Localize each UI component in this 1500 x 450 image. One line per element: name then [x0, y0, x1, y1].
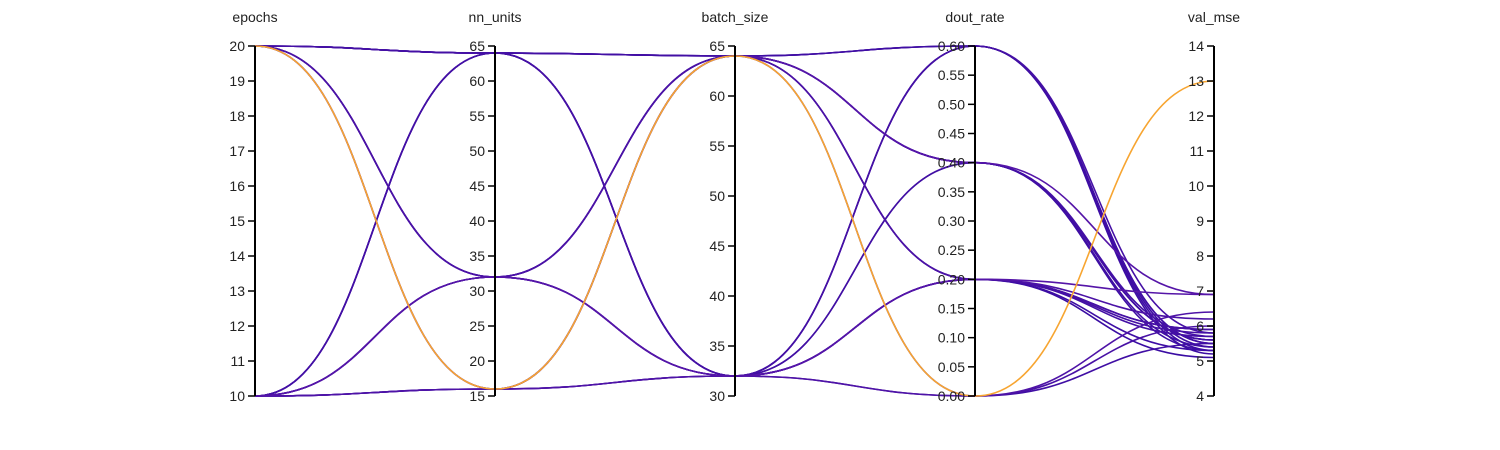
tick-label: 11 [230, 353, 245, 369]
axis-epochs: epochs 10 11 12 13 14 15 16 17 18 19 20 [229, 9, 277, 404]
tick-label: 0.25 [938, 242, 965, 258]
tick-label: 65 [469, 38, 485, 54]
tick-label: 4 [1196, 388, 1204, 404]
tick-label: 10 [229, 388, 245, 404]
axis-title: dout_rate [945, 9, 1004, 25]
tick-label: 15 [229, 213, 245, 229]
tick-label: 0.55 [938, 67, 965, 83]
tick-label: 0.30 [938, 213, 965, 229]
tick-label: 65 [709, 38, 725, 54]
tick-label: 14 [1188, 38, 1204, 54]
tick-label: 60 [469, 73, 485, 89]
tick-label: 40 [709, 288, 725, 304]
axis-val_mse: val_mse 4 5 6 7 8 9 10 11 12 13 14 [1188, 9, 1240, 404]
tick-label: 17 [229, 143, 245, 159]
tick-label: 20 [469, 353, 485, 369]
record-line-6 [254, 45, 1215, 320]
tick-label: 45 [709, 238, 725, 254]
tick-label: 19 [229, 73, 245, 89]
tick-label: 30 [709, 388, 725, 404]
tick-label: 8 [1196, 248, 1204, 264]
tick-label: 0.05 [938, 359, 965, 375]
tick-label: 14 [229, 248, 245, 264]
axis-title: val_mse [1188, 9, 1240, 25]
axis-title: batch_size [702, 9, 769, 25]
axes-layer: epochs 10 11 12 13 14 15 16 17 18 19 20 nn_units 15 20… [229, 9, 1240, 404]
record-line-3 [254, 45, 1215, 377]
tick-label: 13 [229, 283, 245, 299]
tick-label: 50 [469, 143, 485, 159]
tick-label: 0.00 [938, 388, 965, 404]
axis-dout_rate: dout_rate 0.00 0.05 0.10 0.15 0.20 0.25 0.30 0.3… [938, 9, 1005, 404]
tick-label: 11 [1189, 143, 1204, 159]
axis-title: nn_units [469, 9, 522, 25]
tick-label: 18 [229, 108, 245, 124]
tick-label: 0.35 [938, 184, 965, 200]
tick-label: 0.40 [938, 155, 965, 171]
tick-label: 35 [709, 338, 725, 354]
tick-label: 0.60 [938, 38, 965, 54]
tick-label: 45 [469, 178, 485, 194]
tick-label: 0.20 [938, 271, 965, 287]
tick-label: 55 [469, 108, 485, 124]
tick-label: 7 [1196, 283, 1204, 299]
tick-label: 10 [1188, 178, 1204, 194]
axis-nn_units: nn_units 15 20 25 30 35 40 45 50 55 60 65 [469, 9, 522, 404]
tick-label: 60 [709, 88, 725, 104]
tick-label: 15 [469, 388, 485, 404]
tick-label: 40 [469, 213, 485, 229]
tick-label: 35 [469, 248, 485, 264]
tick-label: 50 [709, 188, 725, 204]
tick-label: 13 [1188, 73, 1204, 89]
tick-label: 25 [469, 318, 485, 334]
tick-label: 6 [1196, 318, 1204, 334]
tick-label: 12 [229, 318, 245, 334]
tick-label: 0.50 [938, 96, 965, 112]
tick-label: 5 [1196, 353, 1204, 369]
tick-label: 9 [1196, 213, 1204, 229]
tick-label: 55 [709, 138, 725, 154]
tick-label: 0.15 [938, 301, 965, 317]
tick-label: 16 [229, 178, 245, 194]
tick-label: 0.10 [938, 330, 965, 346]
tick-label: 12 [1188, 108, 1204, 124]
tick-label: 0.45 [938, 126, 965, 142]
axis-batch_size: batch_size 30 35 40 45 50 55 60 65 [702, 9, 769, 404]
tick-label: 20 [229, 38, 245, 54]
record-line-20 [254, 276, 1215, 397]
axis-title: epochs [232, 9, 277, 25]
tick-label: 30 [469, 283, 485, 299]
